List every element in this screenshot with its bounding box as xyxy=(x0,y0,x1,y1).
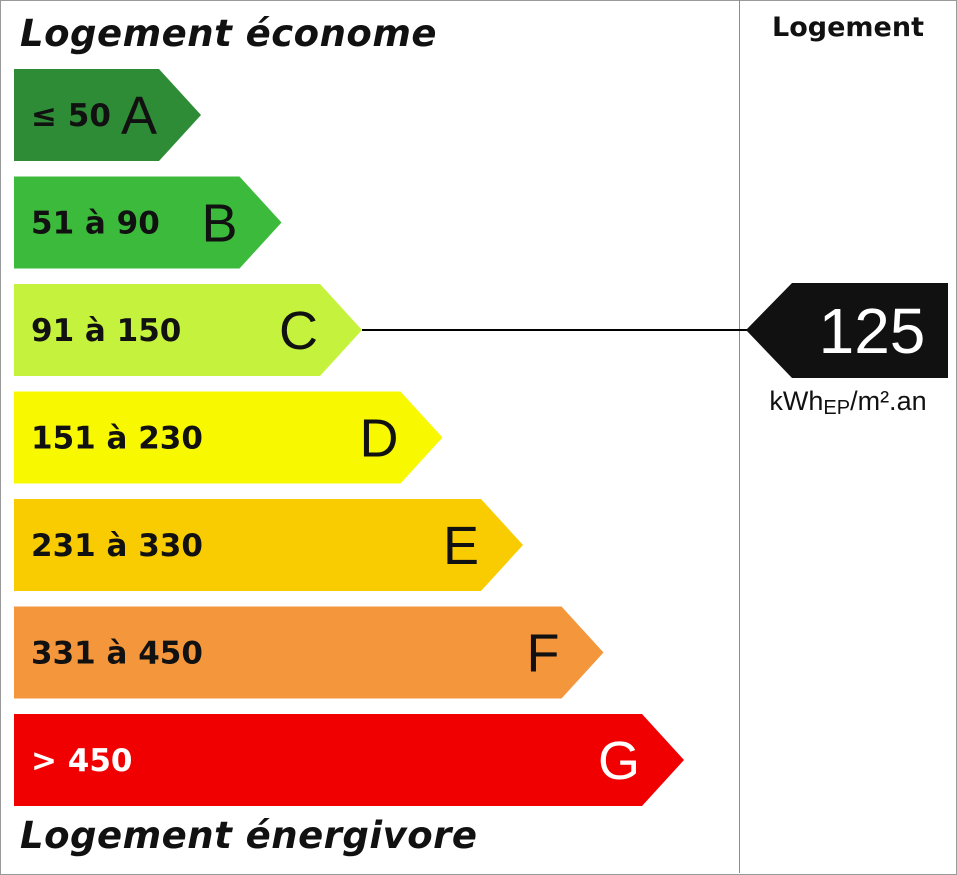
column-divider xyxy=(739,0,740,873)
unit-main: kWh xyxy=(769,386,824,416)
rating-letter-a: A xyxy=(121,86,157,146)
rating-letter-e: E xyxy=(443,516,479,576)
value-marker-shape xyxy=(746,283,948,378)
rating-range-f: 331 à 450 xyxy=(31,636,203,672)
rating-bar-shape-b xyxy=(14,176,282,269)
rating-bar-b: 51 à 90 B xyxy=(14,176,282,269)
rating-letter-g: G xyxy=(598,731,640,791)
rating-letter-d: D xyxy=(360,409,399,469)
value-marker: 125 xyxy=(746,283,948,378)
rating-bar-shape-g xyxy=(14,714,684,806)
rating-bar-shape-e xyxy=(14,499,523,591)
rating-range-c: 91 à 150 xyxy=(31,313,181,349)
rating-range-e: 231 à 330 xyxy=(31,528,203,564)
rating-letter-f: F xyxy=(527,624,560,684)
rating-bar-f: 331 à 450 F xyxy=(14,606,604,699)
rating-range-b: 51 à 90 xyxy=(31,206,160,242)
rating-letter-c: C xyxy=(279,301,318,361)
rating-bar-e: 231 à 330 E xyxy=(14,499,523,591)
rating-range-d: 151 à 230 xyxy=(31,421,203,457)
rating-bar-shape-f xyxy=(14,606,604,699)
rating-bar-c: 91 à 150 C xyxy=(14,284,362,376)
rating-range-a: ≤ 50 xyxy=(31,98,111,134)
bottom-label: Logement énergivore xyxy=(20,814,478,857)
column-header: Logement xyxy=(772,12,924,43)
top-label: Logement économe xyxy=(20,12,437,55)
rating-bar-g: > 450 G xyxy=(14,714,684,806)
rating-bar-d: 151 à 230 D xyxy=(14,391,443,484)
rating-range-g: > 450 xyxy=(31,743,132,779)
rating-bar-shape-d xyxy=(14,391,443,484)
rating-bar-shape-c xyxy=(14,284,362,376)
unit-suffix: /m².an xyxy=(850,386,927,416)
unit-label: kWhEP/m².an xyxy=(740,386,956,420)
rating-letter-b: B xyxy=(201,194,237,254)
rating-bar-shape-a xyxy=(14,69,201,161)
rating-bar-a: ≤ 50 A xyxy=(14,69,201,161)
value-marker-text: 125 xyxy=(819,295,926,367)
unit-subscript: EP xyxy=(823,397,851,419)
